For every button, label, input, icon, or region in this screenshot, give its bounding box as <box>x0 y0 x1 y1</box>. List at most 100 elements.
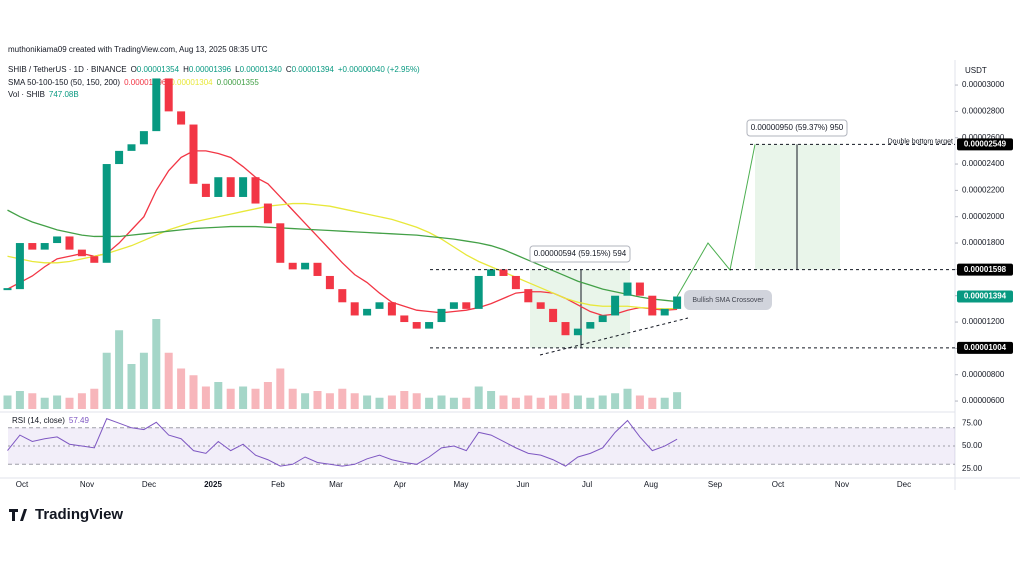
x-tick-label: Jul <box>582 480 592 489</box>
candle <box>660 308 669 316</box>
y-tick-label: 0.00002000 <box>962 212 1005 221</box>
credit: muthonikiama09 created with TradingView.… <box>8 45 268 54</box>
volume-bar <box>536 397 545 409</box>
candle <box>214 177 223 197</box>
vol-last: 747.08B <box>49 90 79 99</box>
measure-label: 0.00000950 (59.37%) 950 <box>751 123 844 132</box>
volume-bar <box>3 395 12 409</box>
candle <box>524 289 533 303</box>
measure-label-box <box>746 119 848 137</box>
sma-legend: SMA 50-100-150 (50, 150, 200) 0.00001296 0… <box>8 78 259 87</box>
x-tick-label: 2025 <box>204 480 222 489</box>
candle <box>350 302 359 316</box>
volume-bar <box>462 397 471 409</box>
x-tick-label: May <box>453 480 468 489</box>
x-tick-label: Feb <box>271 480 285 489</box>
volume-bar <box>425 397 434 409</box>
candle <box>338 289 347 303</box>
candle <box>139 131 148 145</box>
candle <box>53 236 62 244</box>
candle <box>276 223 285 263</box>
volume-bar <box>102 352 111 409</box>
candle <box>363 308 372 316</box>
measure-label: 0.00000594 (59.15%) 594 <box>534 249 627 258</box>
candle <box>28 243 37 250</box>
logo-text: TradingView <box>35 506 123 523</box>
rsi-label: RSI (14, close) <box>12 416 65 425</box>
candle <box>325 275 334 290</box>
candle <box>499 269 508 276</box>
x-tick-label: Jun <box>517 480 530 489</box>
x-tick-label: Dec <box>142 480 156 489</box>
candle <box>412 322 421 329</box>
candle <box>3 288 12 291</box>
support-trend <box>539 317 689 356</box>
volume-bar <box>226 388 235 409</box>
volume-bar <box>139 352 148 409</box>
candle <box>648 295 657 316</box>
level-note: Double bottom target <box>888 138 953 145</box>
measure-label-box <box>529 245 631 263</box>
annotation-box <box>684 290 772 310</box>
volume-bar <box>177 368 186 409</box>
price-label-box <box>957 290 1013 303</box>
candle <box>487 269 496 276</box>
volume-bar <box>499 395 508 409</box>
sma-line <box>7 202 678 310</box>
x-tick-label: Sep <box>708 480 723 489</box>
ohlc-value: 0.00001394 <box>292 65 335 74</box>
volume-bar <box>301 393 310 409</box>
rsi-tick-label: 50.00 <box>962 441 983 450</box>
x-tick-label: Aug <box>644 480 658 489</box>
symbol-line: SHIB / TetherUS · 1D · BINANCE O0.0000135… <box>8 65 420 74</box>
candle <box>449 302 458 309</box>
candle <box>375 302 384 309</box>
volume-bar <box>214 382 223 409</box>
candle <box>301 262 310 270</box>
price-label: 0.00001394 <box>964 292 1007 301</box>
rsi-band <box>8 427 955 465</box>
volume-bar <box>673 392 682 409</box>
volume-bar <box>437 395 446 409</box>
y-tick-label: 0.00000600 <box>962 396 1005 405</box>
y-tick-label: 0.00002200 <box>962 185 1005 194</box>
x-tick-label: Nov <box>80 480 94 489</box>
y-tick-label: 0.00002600 <box>962 133 1005 142</box>
volume-bar <box>586 397 595 409</box>
rsi-tick-label: 25.00 <box>962 464 983 473</box>
volume-bar <box>251 388 260 409</box>
price-label-box <box>957 138 1013 151</box>
volume-bar <box>15 391 24 409</box>
volume-bar <box>53 395 62 409</box>
candle <box>65 236 74 250</box>
sma-value: 0.00001355 <box>217 78 260 87</box>
volume-bar <box>635 395 644 409</box>
projection-path <box>676 144 756 297</box>
x-tick-label: Dec <box>897 480 911 489</box>
ohlc-value: 0.00001354 <box>137 65 180 74</box>
price-label: 0.00001598 <box>964 265 1007 274</box>
candle <box>288 262 297 270</box>
volume-bar <box>511 397 520 409</box>
volume-bar <box>90 388 99 409</box>
candle <box>536 302 545 309</box>
rsi-legend: RSI (14, close) 57.49 <box>12 416 89 425</box>
volume-bar <box>313 391 322 409</box>
volume-bar <box>201 386 210 409</box>
volume-bar <box>524 395 533 409</box>
currency: USDT <box>965 66 987 75</box>
volume-bar <box>363 395 372 409</box>
x-tick-label: Oct <box>772 480 785 489</box>
volume-bar <box>77 393 86 409</box>
candle <box>623 282 632 296</box>
candle <box>127 144 136 151</box>
ohlc: O0.00001354 H0.00001396 L0.00001340 C0.0000… <box>131 65 335 74</box>
volume-bar <box>561 393 570 409</box>
candle <box>90 256 99 263</box>
candle <box>549 308 558 323</box>
candle <box>425 322 434 329</box>
candle <box>437 308 446 323</box>
y-tick-label: 0.00003000 <box>962 80 1005 89</box>
vol-label: Vol · SHIB <box>8 90 45 99</box>
